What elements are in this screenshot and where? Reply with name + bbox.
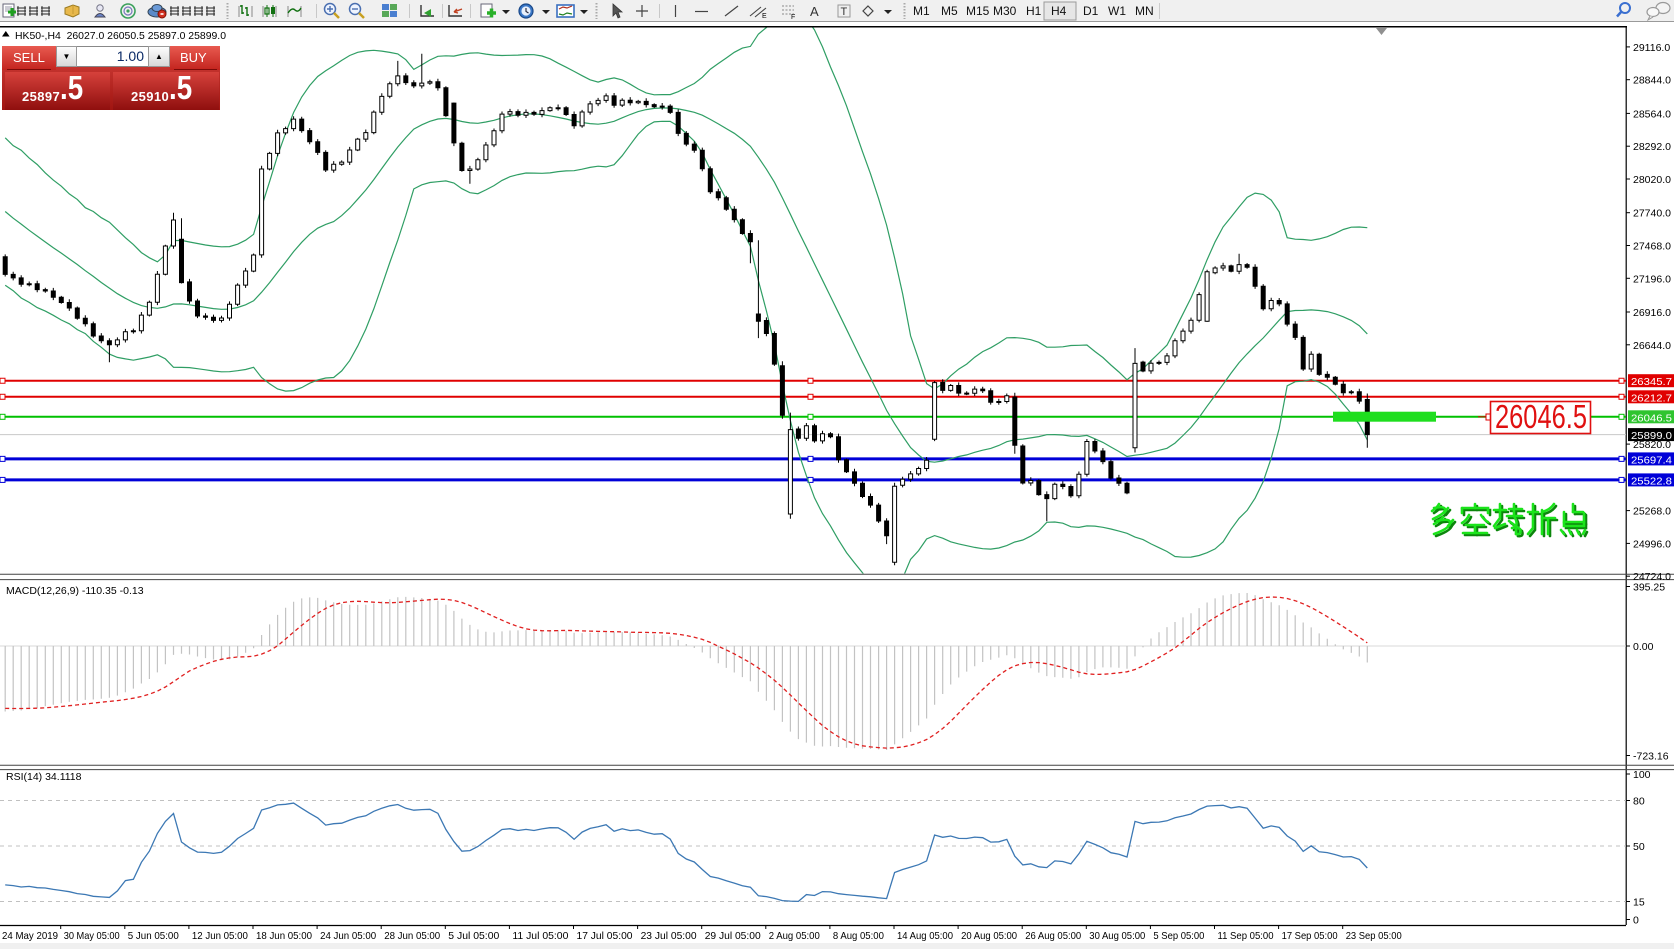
svg-text:0: 0	[1633, 915, 1639, 927]
svg-text:29116.0: 29116.0	[1633, 42, 1670, 54]
svg-text:26046.5: 26046.5	[1495, 398, 1587, 435]
svg-text:0.00: 0.00	[1633, 641, 1654, 653]
svg-text:12 Jun 05:00: 12 Jun 05:00	[192, 930, 248, 942]
svg-text:14 Aug 05:00: 14 Aug 05:00	[897, 930, 953, 942]
svg-text:30 Aug 05:00: 30 Aug 05:00	[1089, 930, 1145, 942]
svg-text:RSI(14) 34.1118: RSI(14) 34.1118	[6, 771, 82, 783]
svg-text:26916.0: 26916.0	[1633, 307, 1671, 319]
svg-text:F: F	[791, 14, 795, 21]
svg-text:28 Jun 05:00: 28 Jun 05:00	[384, 930, 440, 942]
svg-text:26046.5: 26046.5	[1631, 412, 1672, 424]
svg-text:26644.0: 26644.0	[1633, 340, 1671, 352]
svg-text:100: 100	[1633, 769, 1651, 781]
svg-text:W1: W1	[1108, 4, 1126, 18]
svg-text:24 May 2019: 24 May 2019	[2, 930, 58, 942]
svg-text:395.25: 395.25	[1633, 582, 1665, 594]
svg-text:17 Sep 05:00: 17 Sep 05:00	[1282, 930, 1338, 942]
svg-text:20 Aug 05:00: 20 Aug 05:00	[961, 930, 1017, 942]
svg-text:5 Jul 05:00: 5 Jul 05:00	[448, 930, 499, 942]
svg-text:8 Aug 05:00: 8 Aug 05:00	[833, 930, 884, 942]
svg-text:26212.7: 26212.7	[1631, 392, 1672, 404]
svg-text:25268.0: 25268.0	[1633, 506, 1671, 518]
svg-text:M1: M1	[913, 4, 930, 18]
svg-text:15: 15	[1633, 897, 1645, 909]
svg-text:27196.0: 27196.0	[1633, 273, 1671, 285]
svg-text:24724.0: 24724.0	[1633, 571, 1671, 583]
svg-text:MN: MN	[1135, 4, 1154, 18]
svg-text:24996.0: 24996.0	[1633, 538, 1671, 550]
svg-text:11 Sep 05:00: 11 Sep 05:00	[1218, 930, 1274, 942]
svg-text:M30: M30	[993, 4, 1017, 18]
svg-text:23 Jul 05:00: 23 Jul 05:00	[641, 930, 697, 942]
svg-text:28292.0: 28292.0	[1633, 141, 1671, 153]
svg-text:25697.4: 25697.4	[1631, 454, 1672, 466]
svg-text:27468.0: 27468.0	[1633, 241, 1671, 253]
svg-text:23 Sep 05:00: 23 Sep 05:00	[1346, 930, 1402, 942]
svg-text:M5: M5	[941, 4, 958, 18]
svg-text:5 Sep 05:00: 5 Sep 05:00	[1153, 930, 1204, 942]
svg-text:25820.0: 25820.0	[1633, 439, 1671, 451]
svg-text:5 Jun 05:00: 5 Jun 05:00	[128, 930, 179, 942]
svg-text:50: 50	[1633, 841, 1645, 853]
svg-text:A: A	[810, 4, 819, 19]
svg-text:28020.0: 28020.0	[1633, 174, 1671, 186]
svg-text:HK50-,H4 26027.0 26050.5 2589: HK50-,H4 26027.0 26050.5 25897.0 25899.0	[15, 30, 226, 42]
svg-text:T: T	[841, 6, 848, 18]
svg-text:H4: H4	[1051, 4, 1067, 18]
svg-text:25522.8: 25522.8	[1631, 475, 1672, 487]
svg-text:-723.16: -723.16	[1633, 751, 1669, 763]
svg-text:30 May 05:00: 30 May 05:00	[64, 930, 120, 942]
svg-text:26 Aug 05:00: 26 Aug 05:00	[1025, 930, 1081, 942]
svg-text:D1: D1	[1083, 4, 1099, 18]
svg-text:25899.0: 25899.0	[1631, 430, 1672, 442]
svg-text:18 Jun 05:00: 18 Jun 05:00	[256, 930, 312, 942]
svg-text:M15: M15	[966, 4, 990, 18]
svg-text:H1: H1	[1026, 4, 1042, 18]
svg-text:11 Jul 05:00: 11 Jul 05:00	[512, 930, 568, 942]
svg-text:29 Jul 05:00: 29 Jul 05:00	[705, 930, 761, 942]
svg-text:27740.0: 27740.0	[1633, 208, 1671, 220]
svg-text:MACD(12,26,9) -110.35 -0.13: MACD(12,26,9) -110.35 -0.13	[6, 585, 144, 597]
svg-text:17 Jul 05:00: 17 Jul 05:00	[577, 930, 633, 942]
svg-text:26345.7: 26345.7	[1631, 376, 1672, 388]
svg-text:24 Jun 05:00: 24 Jun 05:00	[320, 930, 376, 942]
svg-text:80: 80	[1633, 796, 1645, 808]
svg-text:28564.0: 28564.0	[1633, 108, 1671, 120]
svg-text:28844.0: 28844.0	[1633, 75, 1671, 87]
svg-text:E: E	[762, 13, 767, 20]
svg-text:2 Aug 05:00: 2 Aug 05:00	[769, 930, 820, 942]
